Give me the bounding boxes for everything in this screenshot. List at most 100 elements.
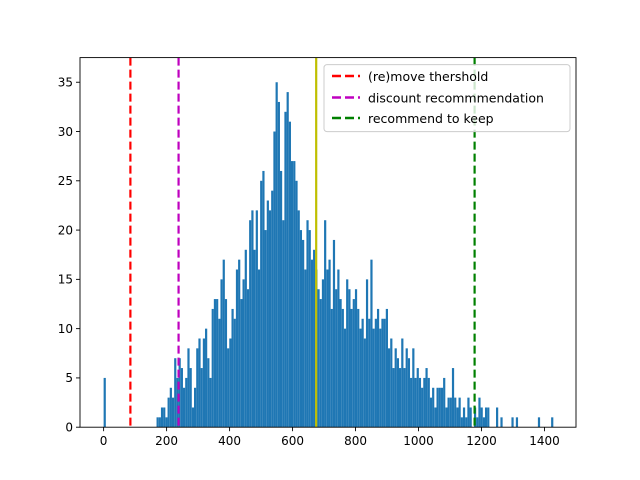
histogram-bar [182, 387, 186, 428]
histogram-bar [352, 299, 355, 428]
y-tick-label: 10 [58, 322, 73, 336]
histogram-bar [227, 348, 230, 428]
histogram-bar [487, 407, 490, 428]
legend-entry: discount recommmendation [332, 91, 544, 106]
histogram-bar [200, 368, 203, 428]
histogram-bar [337, 269, 340, 428]
histogram-bar [291, 161, 294, 428]
y-tick-label: 30 [58, 125, 73, 139]
histogram-bar [348, 289, 351, 428]
histogram-bar [447, 397, 450, 428]
histogram-bar [343, 328, 347, 428]
histogram-bar [454, 397, 457, 428]
histogram-bar [330, 308, 333, 428]
histogram-bar [260, 180, 263, 428]
histogram-bar [299, 230, 303, 428]
histogram-bar [434, 407, 437, 428]
plot-frame [79, 57, 577, 428]
histogram-bar [465, 417, 468, 428]
histogram-bar [180, 368, 183, 428]
x-tick-label: 1400 [529, 434, 560, 448]
histogram-bar [306, 220, 309, 428]
histogram-bar [302, 239, 305, 428]
legend-entry: (re)move thershold [332, 69, 488, 84]
histogram-bar [246, 289, 250, 428]
histogram-bar [339, 299, 342, 428]
histogram-bar [231, 308, 234, 428]
legend-label-discount: discount recommmendation [368, 91, 544, 106]
histogram-bar [242, 279, 245, 428]
histogram-bar [372, 328, 375, 428]
histogram-bar [458, 397, 461, 428]
histogram-bar [410, 377, 413, 428]
histogram-bar [376, 308, 380, 428]
histogram-bar [244, 249, 247, 428]
histogram-bar [286, 92, 289, 428]
histogram-bar [176, 377, 179, 428]
histogram-bar [403, 368, 406, 428]
histogram-bar [412, 348, 415, 428]
histogram-bar [350, 308, 353, 428]
histogram-bar [191, 407, 194, 428]
histogram-bar [268, 210, 272, 428]
histogram-bar [467, 397, 470, 428]
histogram-bar [346, 279, 349, 428]
histogram-bar [365, 279, 369, 428]
y-axis: 0 5 10 15 20 25 30 35 [58, 76, 80, 435]
x-tick-label: 1000 [403, 434, 434, 448]
histogram-bar [257, 269, 261, 428]
histogram-bar [279, 170, 283, 428]
histogram-bar [515, 417, 519, 428]
histogram-bar [341, 308, 344, 428]
histogram-bar [202, 338, 206, 428]
histogram-bar [432, 387, 435, 428]
histogram-bar [160, 407, 164, 428]
histogram-bar [429, 397, 433, 428]
x-tick-label: 600 [281, 434, 304, 448]
histogram-bar [229, 338, 232, 428]
histogram-bar [399, 368, 402, 428]
histogram-bar [392, 368, 395, 428]
histogram-bar [169, 387, 172, 428]
histogram-bar [273, 131, 276, 428]
histogram-bar [438, 387, 441, 428]
histogram-bar [216, 299, 219, 428]
histogram-bar [163, 407, 166, 428]
histogram-bar [187, 348, 190, 428]
histogram-bar [304, 269, 307, 428]
histogram-bar [462, 407, 466, 428]
histogram-bar [500, 417, 503, 428]
histogram-bar [482, 417, 485, 428]
histogram-bar [156, 417, 159, 428]
legend-label-keep: recommend to keep [368, 111, 494, 126]
histogram-bar [253, 249, 256, 428]
histogram-bar [418, 377, 422, 428]
histogram-bar [218, 318, 221, 428]
histogram-bar [275, 82, 278, 428]
histogram-bar [383, 318, 386, 428]
histogram-bar [103, 377, 106, 428]
histogram-bar [297, 210, 300, 428]
legend-box [323, 64, 571, 133]
histogram-bar [363, 338, 366, 428]
histogram-bar [394, 348, 397, 428]
histogram-bar [235, 269, 239, 428]
histogram-bar [158, 417, 161, 428]
legend: (re)move thershold discount recommmendat… [323, 64, 571, 133]
histogram-bar [194, 387, 197, 428]
y-tick-label: 35 [58, 76, 73, 90]
histogram-bar [264, 230, 267, 428]
histogram-bar [238, 259, 241, 428]
histogram-bar [469, 407, 472, 428]
histogram-bar [189, 368, 192, 428]
histogram-bar [511, 417, 514, 428]
histogram-bar [416, 368, 419, 428]
histogram-bar [249, 220, 252, 428]
histogram-bar [222, 259, 225, 428]
histogram-bar [209, 377, 212, 428]
histogram-bar [374, 318, 377, 428]
histogram-bar [335, 289, 338, 428]
histogram-bar [332, 239, 336, 428]
histogram-bar [387, 348, 391, 428]
histogram-bar [460, 417, 463, 428]
